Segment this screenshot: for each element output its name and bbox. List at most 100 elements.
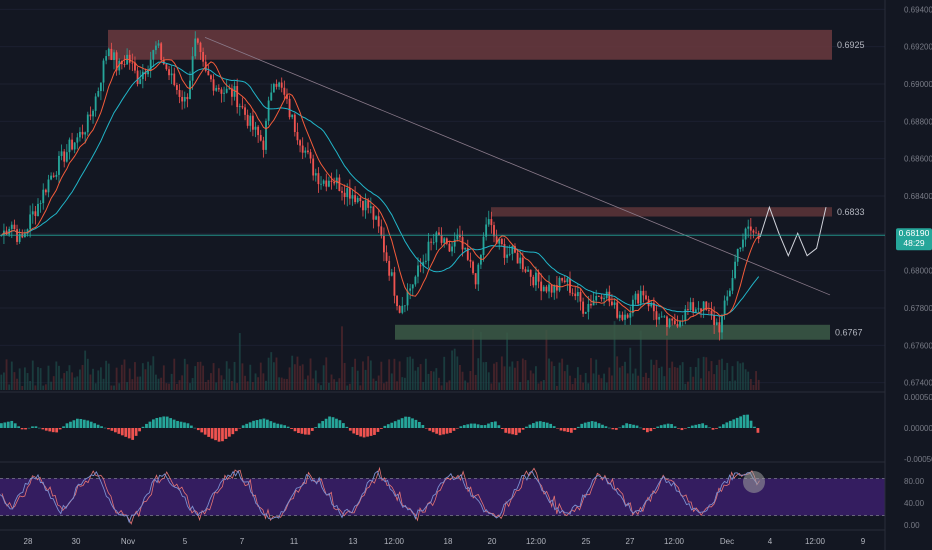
- candle-body: [645, 295, 647, 300]
- candle-body: [81, 131, 84, 135]
- volume-bar: [456, 356, 459, 390]
- candle-body: [375, 216, 377, 220]
- candle-body: [194, 38, 197, 57]
- candle-body: [257, 126, 260, 136]
- candle-body: [8, 228, 11, 235]
- volume-bar: [330, 374, 333, 390]
- macd-bar: [725, 422, 729, 428]
- volume-bar: [385, 381, 388, 390]
- macd-bar: [51, 428, 55, 433]
- volume-bar: [718, 359, 721, 390]
- candle-body: [417, 265, 419, 277]
- candle-body: [692, 302, 695, 313]
- volume-bar: [10, 361, 13, 390]
- macd-bar: [625, 423, 629, 428]
- candle-body: [136, 70, 139, 85]
- volume-bar: [550, 361, 553, 390]
- volume-bar: [175, 384, 178, 390]
- volume-bar: [8, 384, 11, 390]
- moving-averages-layer: [0, 58, 760, 322]
- candle-body: [304, 150, 307, 153]
- volume-bar: [377, 375, 380, 390]
- candle-body: [521, 257, 524, 270]
- volume-bar: [527, 380, 529, 390]
- candle-body: [5, 230, 8, 235]
- candle-body: [246, 114, 249, 126]
- macd-bar: [386, 424, 390, 428]
- macd-bar: [670, 424, 673, 428]
- volume-bar: [553, 366, 556, 390]
- volume-bar: [73, 377, 76, 390]
- macd-bar: [317, 423, 321, 428]
- volume-bar: [168, 383, 170, 390]
- macd-bar: [383, 425, 387, 428]
- candle-body: [317, 173, 320, 185]
- macd-bar: [34, 426, 38, 428]
- candle-body: [322, 180, 325, 184]
- macd-bar: [72, 420, 76, 428]
- macd-bar: [245, 423, 249, 428]
- volume-bar: [333, 379, 336, 390]
- volume-bar: [244, 375, 246, 390]
- volume-bar: [721, 358, 723, 390]
- macd-bar: [290, 428, 293, 429]
- volume-bar: [597, 374, 600, 390]
- candle-body: [713, 315, 716, 325]
- candle-body: [183, 96, 186, 102]
- volume-bar: [3, 372, 5, 390]
- volume-bar: [189, 383, 191, 390]
- volume-bar: [126, 382, 129, 390]
- volume-bar: [687, 381, 689, 390]
- volume-bar: [671, 361, 674, 390]
- candle-body: [592, 300, 595, 306]
- candle-body: [283, 87, 286, 95]
- macd-bar: [186, 423, 190, 428]
- stoch-axis-tick: 40.00: [904, 499, 925, 508]
- macd-bar: [82, 419, 86, 428]
- volume-bar: [542, 379, 545, 390]
- volume-bar: [461, 371, 464, 390]
- candle-body: [553, 285, 556, 293]
- volume-bar: [694, 367, 697, 390]
- volume-bar: [362, 361, 364, 390]
- macd-bar: [749, 420, 753, 428]
- candle-body: [493, 225, 495, 237]
- candle-body: [652, 302, 655, 312]
- volume-bar: [427, 373, 430, 390]
- volume-bar: [162, 365, 165, 390]
- price-tick-label: 0.68000: [904, 267, 932, 276]
- candle-body: [351, 195, 354, 199]
- time-axis[interactable]: 28 30 Nov 5 7 11 13 12:00 18 20 12:00 25 27 12:00 Dec 4…: [24, 537, 866, 546]
- volume-bar: [419, 364, 422, 390]
- volume-bar: [532, 373, 535, 390]
- macd-bar: [535, 421, 539, 428]
- macd-bar: [393, 421, 397, 428]
- ma-slow-line: [0, 61, 760, 317]
- candle-body: [327, 180, 330, 187]
- macd-bar: [362, 428, 366, 438]
- volume-bar: [582, 382, 585, 390]
- stoch-axis-tick: 80.00: [904, 477, 925, 486]
- candle-body: [736, 248, 739, 262]
- macd-bar: [704, 425, 708, 428]
- macd-bar: [0, 423, 3, 428]
- candle-body: [37, 203, 39, 217]
- volume-bar: [642, 376, 645, 390]
- candle-body: [396, 295, 398, 307]
- volume-bar: [448, 380, 451, 390]
- volume-bar: [165, 383, 168, 390]
- time-tick-label: 18: [444, 537, 453, 546]
- macd-bar: [321, 421, 325, 428]
- volume-bar: [403, 377, 406, 390]
- macd-bar: [27, 427, 31, 429]
- macd-bar: [162, 416, 166, 428]
- volume-bar: [149, 365, 152, 390]
- macd-bar: [134, 428, 138, 436]
- candle-body: [147, 70, 149, 75]
- macd-bar: [525, 426, 528, 428]
- volume-bar: [94, 383, 97, 390]
- macd-bar: [435, 428, 439, 434]
- volume-bar: [351, 366, 354, 390]
- volume-bar: [726, 362, 729, 390]
